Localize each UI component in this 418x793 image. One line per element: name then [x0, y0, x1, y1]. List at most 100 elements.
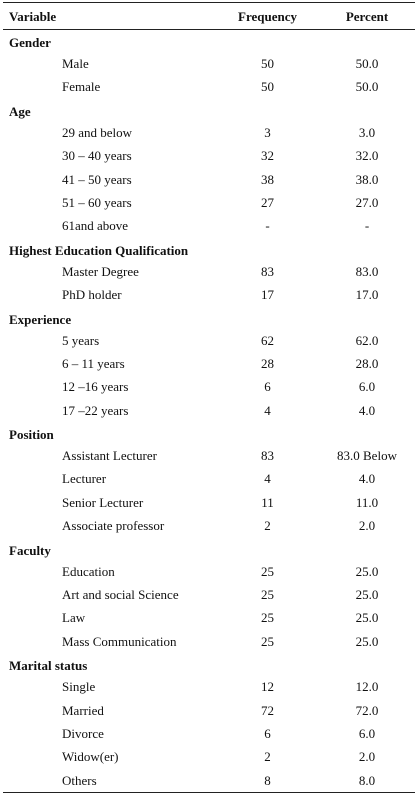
row-label: Mass Communication	[62, 633, 177, 649]
row-percent: 8.0	[358, 772, 376, 788]
row-percent: 12.0	[355, 679, 379, 695]
table-row: Male 50 50.0	[3, 52, 415, 75]
row-label: 41 – 50 years	[62, 171, 132, 187]
table-row: Married 72 72.0	[3, 699, 415, 722]
row-percent: 83.0 Below	[337, 448, 397, 464]
row-percent: 3.0	[358, 124, 376, 140]
row-label: 6 – 11 years	[62, 355, 125, 371]
table-row: 41 – 50 years 38 38.0	[3, 168, 415, 191]
row-label: 5 years	[62, 332, 100, 348]
table-row: 6 – 11 years 28 28.0	[3, 352, 415, 375]
row-percent: 72.0	[355, 702, 379, 718]
row-frequency: 83	[261, 448, 274, 464]
row-label: 61and above	[62, 218, 129, 234]
table-row: Master Degree 83 83.0	[3, 260, 415, 283]
row-frequency: 38	[261, 171, 274, 187]
section-title: Marital status	[9, 658, 88, 674]
row-percent: 38.0	[355, 171, 379, 187]
row-frequency: 4	[264, 471, 271, 487]
row-label: Lecturer	[62, 471, 107, 487]
row-label: Senior Lecturer	[62, 494, 144, 510]
row-label: Others	[62, 772, 97, 788]
table-row: Divorce 6 6.0	[3, 722, 415, 745]
row-label: Law	[62, 610, 86, 626]
row-frequency: 12	[261, 679, 274, 695]
table-header: Variable Frequency Percent	[3, 2, 415, 30]
table-row: Single 12 12.0	[3, 675, 415, 698]
row-percent: 6.0	[358, 379, 376, 395]
row-frequency: 2	[264, 749, 271, 765]
row-frequency: 4	[264, 402, 271, 418]
row-frequency: 83	[261, 263, 274, 279]
row-percent: 2.0	[358, 749, 376, 765]
section-title: Highest Education Qualification	[9, 242, 189, 258]
section-header: Age	[3, 99, 415, 121]
section-title: Gender	[9, 35, 51, 50]
table-row: 5 years 62 62.0	[3, 329, 415, 352]
section-header: Highest Education Qualification	[3, 238, 415, 260]
row-percent: 25.0	[355, 563, 379, 579]
row-frequency: 6	[264, 379, 271, 395]
row-frequency: 50	[261, 79, 274, 95]
row-label: Divorce	[62, 725, 104, 741]
row-frequency: 28	[261, 355, 274, 371]
row-frequency: 62	[261, 332, 274, 348]
table-row: Associate professor 2 2.0	[3, 514, 415, 537]
row-frequency: 25	[261, 563, 274, 579]
row-frequency: 25	[261, 587, 274, 603]
section-title: Age	[9, 103, 31, 119]
row-frequency: 25	[261, 610, 274, 626]
row-frequency: 25	[261, 633, 274, 649]
row-percent: 50.0	[355, 56, 379, 71]
demographics-table: Variable Frequency Percent Gender Male 50 5…	[3, 2, 415, 793]
section-header: Gender	[3, 30, 415, 52]
row-label: 51 – 60 years	[62, 194, 132, 210]
row-frequency: 32	[261, 148, 274, 164]
section-header: Position	[3, 422, 415, 444]
row-percent: 25.0	[355, 587, 379, 603]
row-label: Education	[62, 563, 115, 579]
table-row: 17 –22 years 4 4.0	[3, 399, 415, 422]
row-percent: 4.0	[358, 471, 376, 487]
row-percent: 2.0	[358, 518, 376, 534]
row-percent: 28.0	[355, 355, 379, 371]
row-frequency: 72	[261, 702, 274, 718]
table-row: Senior Lecturer 11 11.0	[3, 491, 415, 514]
table-row: Education 25 25.0	[3, 560, 415, 583]
table-row: Art and social Science 25 25.0	[3, 583, 415, 606]
table-row: Assistant Lecturer 83 83.0 Below	[3, 444, 415, 467]
row-label: 30 – 40 years	[62, 148, 132, 164]
row-percent: 17.0	[355, 287, 379, 303]
row-frequency: 27	[261, 194, 274, 210]
table-row: Mass Communication 25 25.0	[3, 630, 415, 653]
row-frequency: 2	[264, 518, 271, 534]
row-percent: 6.0	[358, 725, 376, 741]
row-percent: -	[364, 218, 370, 234]
row-label: Assistant Lecturer	[62, 448, 157, 464]
table-row: 61and above - -	[3, 214, 415, 237]
row-frequency: 17	[261, 287, 274, 303]
row-percent: 50.0	[355, 79, 379, 95]
row-percent: 25.0	[355, 610, 379, 626]
row-percent: 27.0	[355, 194, 379, 210]
table-row: 12 –16 years 6 6.0	[3, 375, 415, 398]
row-label: Female	[62, 79, 101, 95]
row-frequency: 3	[264, 124, 271, 140]
header-variable: Variable	[9, 9, 57, 24]
row-percent: 4.0	[358, 402, 376, 418]
row-frequency: -	[265, 218, 270, 234]
table-body: Gender Male 50 50.0 Female 50 50.0 Age 29 and be…	[3, 30, 415, 793]
row-label: PhD holder	[62, 287, 122, 303]
row-label: Single	[62, 679, 96, 695]
row-label: 29 and below	[62, 124, 133, 140]
row-label: Widow(er)	[62, 749, 119, 765]
row-label: Male	[62, 56, 89, 71]
section-title: Faculty	[9, 542, 51, 558]
row-label: Married	[62, 702, 104, 718]
table-row: Lecturer 4 4.0	[3, 467, 415, 490]
table-row: Widow(er) 2 2.0	[3, 745, 415, 768]
row-label: Associate professor	[62, 518, 165, 534]
row-percent: 62.0	[355, 332, 379, 348]
table-row: Others 8 8.0	[3, 769, 415, 793]
row-label: Art and social Science	[62, 587, 179, 603]
